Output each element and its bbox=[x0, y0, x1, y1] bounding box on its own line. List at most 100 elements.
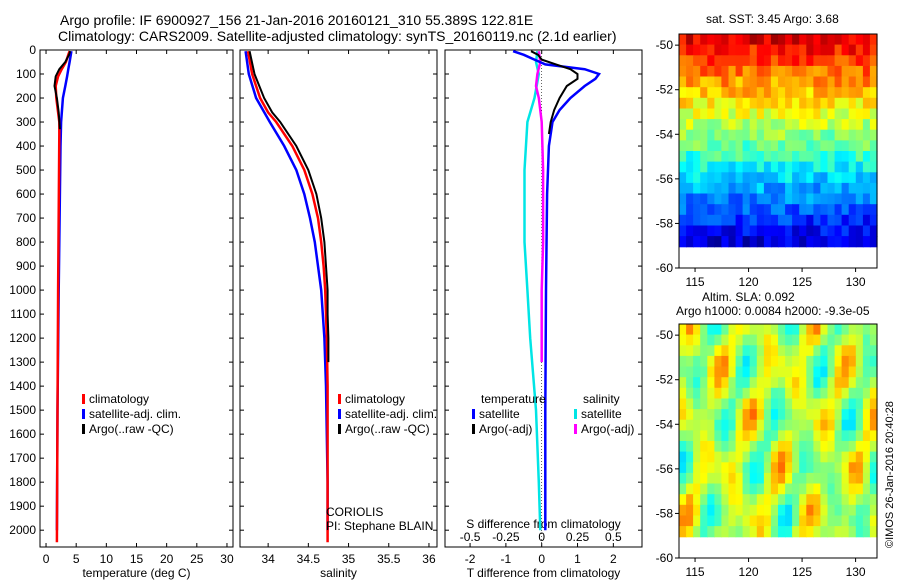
sst-map-cell bbox=[869, 236, 878, 248]
sla-map-cell bbox=[778, 334, 786, 346]
sla-map-cell bbox=[799, 334, 807, 346]
sst-map-cell bbox=[841, 34, 850, 46]
sla-map-cell bbox=[869, 345, 878, 357]
diff-legend-t-satellite-label: satellite bbox=[479, 407, 520, 421]
diff-series-t-satellite bbox=[512, 50, 602, 531]
y-tick-label: 1200 bbox=[9, 331, 36, 345]
sla-map-cell bbox=[735, 462, 744, 474]
sst-map-cell bbox=[862, 193, 871, 205]
sst-map-cell bbox=[869, 129, 878, 141]
sla-map-cell bbox=[714, 462, 723, 474]
sst-map-cell bbox=[693, 76, 701, 88]
sla-map-cell bbox=[820, 451, 829, 463]
sst-map-cell bbox=[862, 108, 871, 120]
sst-map-cell bbox=[714, 161, 723, 173]
sla-map-cell bbox=[686, 409, 694, 421]
sla-map-cell bbox=[855, 526, 864, 538]
sst-map-cell bbox=[735, 204, 744, 216]
sst-map-cell bbox=[820, 172, 829, 184]
sst-map-cell bbox=[855, 236, 864, 248]
sst-map-cell bbox=[820, 140, 829, 152]
sla-map-cell bbox=[855, 494, 864, 506]
sla-map-cell bbox=[806, 494, 814, 506]
y-tick-label: 1300 bbox=[9, 355, 36, 369]
sla-map-cell bbox=[799, 526, 807, 538]
sla-map-cell bbox=[700, 366, 708, 378]
sla-map-cell bbox=[742, 441, 751, 453]
sla-map-cell bbox=[841, 398, 850, 410]
sla-map-cell bbox=[707, 387, 715, 399]
sst-map-cell bbox=[686, 55, 694, 67]
sla-map-cell bbox=[770, 462, 779, 474]
sst-map-cell bbox=[799, 204, 807, 216]
sst-map-cell bbox=[799, 34, 807, 46]
sst-map-cell bbox=[679, 97, 687, 109]
sla-map-cell bbox=[735, 430, 744, 442]
sst-map-cell bbox=[848, 87, 857, 99]
sst-map-cell bbox=[862, 129, 871, 141]
x-tick-label: 15 bbox=[130, 552, 144, 566]
sla-map-cell bbox=[806, 334, 814, 346]
sst-map-cell bbox=[707, 193, 715, 205]
sla-map-x-tick-label: 115 bbox=[685, 565, 704, 579]
sla-map-cell bbox=[700, 441, 708, 453]
sla-map-cell bbox=[749, 451, 758, 463]
sst-map-cell bbox=[693, 236, 701, 248]
temperature-legend-0-swatch bbox=[82, 394, 85, 404]
sla-map-cell bbox=[848, 515, 857, 527]
sla-map-cell bbox=[742, 494, 751, 506]
sla-map-cell bbox=[869, 494, 878, 506]
sst-map-cell bbox=[770, 34, 779, 46]
sst-map-cell bbox=[735, 193, 744, 205]
sst-map-cell bbox=[806, 172, 814, 184]
sst-map-cell bbox=[841, 172, 850, 184]
sla-map-cell bbox=[806, 387, 814, 399]
sst-map-cell bbox=[693, 225, 701, 237]
sla-map-cell bbox=[679, 451, 687, 463]
sst-map-cell bbox=[855, 193, 864, 205]
sst-map-cell bbox=[728, 34, 737, 46]
sst-map-cell bbox=[806, 34, 814, 46]
sla-map-cell bbox=[693, 483, 701, 495]
sst-map-cell bbox=[749, 119, 758, 131]
sla-map-cell bbox=[799, 451, 807, 463]
sla-map-cell bbox=[827, 494, 836, 506]
sla-map-cell bbox=[714, 387, 723, 399]
y-tick-label: 600 bbox=[16, 187, 36, 201]
sla-map-cell bbox=[848, 387, 857, 399]
sst-map-cell bbox=[813, 236, 822, 248]
sst-map-cell bbox=[770, 225, 779, 237]
sst-map-cell bbox=[813, 119, 822, 131]
sst-map-cell bbox=[756, 55, 765, 67]
sla-map-cell bbox=[799, 398, 807, 410]
sst-map-cell bbox=[693, 161, 701, 173]
sla-map-cell bbox=[799, 419, 807, 431]
sst-map-cell bbox=[855, 214, 864, 226]
sla-map-cell bbox=[813, 366, 822, 378]
x-tick-label: 35 bbox=[342, 552, 356, 566]
x-tick-label: 25 bbox=[190, 552, 204, 566]
sla-map-cell bbox=[799, 430, 807, 442]
sst-map-cell bbox=[756, 182, 765, 195]
sla-map-cell bbox=[820, 355, 829, 368]
sla-map-cell bbox=[763, 419, 772, 431]
sla-map-cell bbox=[679, 515, 687, 527]
sst-map-cell bbox=[799, 44, 807, 56]
sst-map-cell bbox=[855, 76, 864, 88]
sst-map-cell bbox=[778, 225, 786, 237]
sst-map-cell bbox=[686, 140, 694, 152]
diff-legend-t-satellite-swatch bbox=[472, 409, 475, 419]
sla-map-cell bbox=[742, 398, 751, 410]
sst-map-cell bbox=[799, 76, 807, 88]
sst-map-cell bbox=[799, 225, 807, 237]
sla-map-cell bbox=[799, 462, 807, 474]
sst-map-cell bbox=[700, 129, 708, 141]
sst-map-cell bbox=[770, 236, 779, 248]
sst-map-cell bbox=[693, 55, 701, 67]
sla-map-cell bbox=[785, 515, 793, 527]
sla-map-cell bbox=[862, 472, 871, 485]
y-tick-label: 1100 bbox=[10, 307, 36, 321]
sla-map-cell bbox=[749, 515, 758, 527]
sla-map-cell bbox=[728, 504, 737, 516]
sla-map-cell bbox=[834, 409, 843, 421]
